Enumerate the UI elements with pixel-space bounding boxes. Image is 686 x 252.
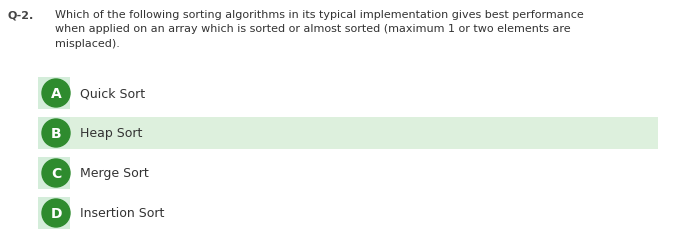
Circle shape bbox=[42, 80, 70, 108]
FancyBboxPatch shape bbox=[38, 78, 70, 110]
FancyBboxPatch shape bbox=[38, 117, 658, 149]
Text: Merge Sort: Merge Sort bbox=[80, 167, 149, 180]
Text: D: D bbox=[50, 206, 62, 220]
Circle shape bbox=[42, 199, 70, 227]
Circle shape bbox=[42, 119, 70, 147]
Text: A: A bbox=[51, 87, 61, 101]
Text: Quick Sort: Quick Sort bbox=[80, 87, 145, 100]
Text: Which of the following sorting algorithms in its typical implementation gives be: Which of the following sorting algorithm… bbox=[55, 10, 584, 49]
Text: Insertion Sort: Insertion Sort bbox=[80, 207, 165, 220]
Text: Heap Sort: Heap Sort bbox=[80, 127, 143, 140]
FancyBboxPatch shape bbox=[38, 158, 70, 189]
Text: B: B bbox=[51, 127, 61, 140]
Text: C: C bbox=[51, 166, 61, 180]
FancyBboxPatch shape bbox=[38, 197, 70, 229]
Text: Q-2.: Q-2. bbox=[8, 10, 34, 20]
FancyBboxPatch shape bbox=[38, 117, 70, 149]
Circle shape bbox=[42, 159, 70, 187]
